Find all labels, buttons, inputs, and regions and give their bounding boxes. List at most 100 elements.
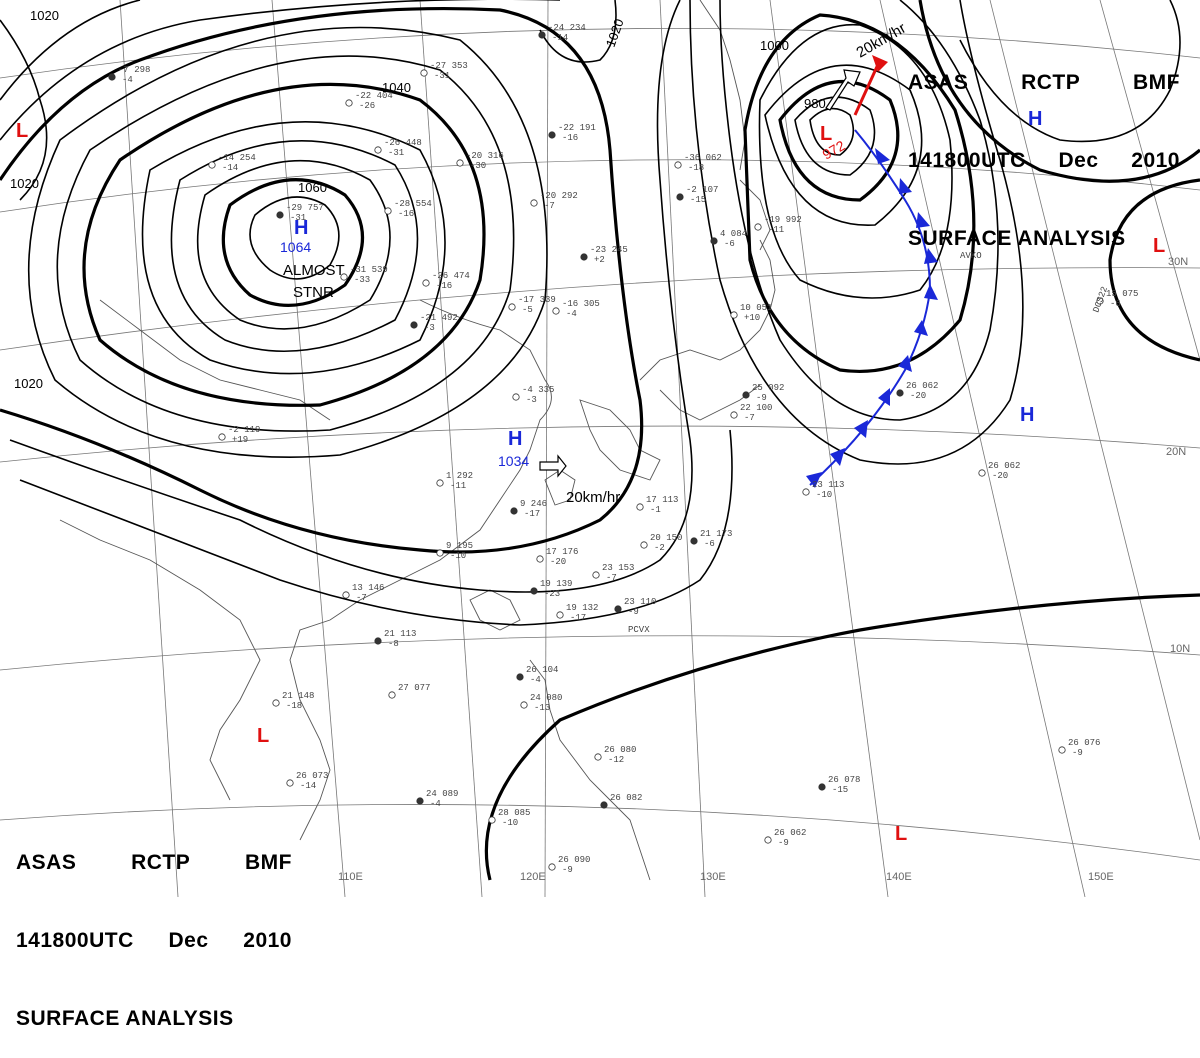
- station-marker: [374, 146, 382, 154]
- station-temp-pressure: -7 298: [118, 65, 150, 75]
- header-year: 2010: [1131, 149, 1180, 172]
- station-dewpoint: -9: [562, 865, 573, 875]
- station-temp-pressure: 24 080: [530, 693, 562, 703]
- station-temp-pressure: 26 062: [774, 828, 806, 838]
- station-plot: 10 051+10: [730, 303, 772, 323]
- station-marker: [436, 479, 444, 487]
- header-station: RCTP: [1021, 71, 1081, 94]
- station-marker: [548, 131, 556, 139]
- station-marker: [530, 199, 538, 207]
- station-dewpoint: -4: [430, 799, 441, 809]
- station-marker: [420, 69, 428, 77]
- station-temp-pressure: -27 353: [430, 61, 468, 71]
- station-plot: 22 100-7: [730, 403, 772, 423]
- station-marker: [818, 783, 826, 791]
- station-plot: 19 132-17: [556, 603, 598, 623]
- station-temp-pressure: 13 146: [352, 583, 384, 593]
- isobar-label: 1020: [10, 176, 39, 191]
- cold-front: [806, 129, 938, 488]
- header-year: 2010: [243, 929, 292, 952]
- station-temp-pressure: -16 305: [562, 299, 600, 309]
- station-marker: [600, 801, 608, 809]
- high-center-1064: H: [294, 217, 308, 239]
- station-dewpoint: -33: [354, 275, 370, 285]
- station-dewpoint: -4: [530, 675, 541, 685]
- station-dewpoint: -16: [398, 209, 414, 219]
- station-dewpoint: -17: [570, 613, 586, 623]
- station-marker: [674, 161, 682, 169]
- station-marker: [742, 391, 750, 399]
- station-dewpoint: -31: [290, 213, 306, 223]
- station-marker: [512, 393, 520, 401]
- station-dewpoint: -11: [450, 481, 466, 491]
- station-dewpoint: -26: [359, 101, 375, 111]
- station-marker: [580, 253, 588, 261]
- station-dewpoint: -8: [388, 639, 399, 649]
- station-dewpoint: -9: [778, 838, 789, 848]
- longitude-label: 130E: [700, 871, 726, 883]
- header-time: 141800UTC: [908, 149, 1026, 172]
- station-dewpoint: -31: [388, 148, 404, 158]
- station-marker: [345, 99, 353, 107]
- longitude-lines: [119, 0, 1200, 897]
- header-region: ASAS: [908, 71, 969, 94]
- station-temp-pressure: -26 448: [384, 138, 422, 148]
- station-dewpoint: +10: [744, 313, 760, 323]
- station-dewpoint: -20: [550, 557, 566, 567]
- station-plot: 21 148-18: [272, 691, 314, 711]
- station-dewpoint: -2: [654, 543, 665, 553]
- station-dewpoint: -18: [688, 163, 704, 173]
- header-center: BMF: [245, 851, 292, 874]
- station-marker: [410, 321, 418, 329]
- station-temp-pressure: 19 139: [540, 579, 572, 589]
- station-marker: [208, 161, 216, 169]
- station-temp-pressure: -2 107: [686, 185, 718, 195]
- latitude-label: 10N: [1170, 643, 1190, 655]
- station-temp-pressure: 28 085: [498, 808, 530, 818]
- station-dewpoint: -3: [424, 323, 435, 333]
- station-marker: [548, 863, 556, 871]
- station-dewpoint: -14: [552, 33, 568, 43]
- station-dewpoint: -14: [300, 781, 316, 791]
- station-dewpoint: -17: [524, 509, 540, 519]
- station-temp-pressure: -20 292: [540, 191, 578, 201]
- station-marker: [640, 541, 648, 549]
- station-temp-pressure: 21 148: [282, 691, 314, 701]
- station-marker: [1058, 746, 1066, 754]
- high-value-1064: 1064: [280, 239, 311, 255]
- station-marker: [1096, 297, 1104, 305]
- station-temp-pressure: -29 757: [286, 203, 324, 213]
- station-plot: -20 292-7: [530, 191, 578, 211]
- high-center-1034: H: [508, 428, 522, 450]
- motion-speed-china: 20km/hr: [566, 489, 620, 506]
- station-dewpoint: -1: [650, 505, 661, 515]
- station-marker: [978, 469, 986, 477]
- station-temp-pressure: 20 150: [650, 533, 682, 543]
- station-dewpoint: -4: [566, 309, 577, 319]
- station-plot: 4 084-6: [710, 229, 747, 249]
- station-temp-pressure: 24 089: [426, 789, 458, 799]
- station-marker: [508, 303, 516, 311]
- station-dewpoint: -12: [608, 755, 624, 765]
- station-marker: [676, 193, 684, 201]
- longitude-label: 140E: [886, 871, 912, 883]
- station-plot: 26 076-9: [1058, 738, 1100, 758]
- station-temp-pressure: 26 062: [988, 461, 1020, 471]
- station-temp-pressure: -24 234: [548, 23, 586, 33]
- station-plot: -14 254-14: [208, 153, 256, 173]
- station-plot: -24 234-14: [538, 23, 586, 43]
- station-marker: [614, 605, 622, 613]
- station-dewpoint: -23: [544, 589, 560, 599]
- latitude-label: 20N: [1166, 446, 1186, 458]
- low-center-indochina: L: [257, 725, 269, 747]
- station-dewpoint: -9: [1072, 748, 1083, 758]
- station-plot: 24 080-13: [520, 693, 562, 713]
- station-dewpoint: -5: [522, 305, 533, 315]
- station-temp-pressure: 21 113: [384, 629, 416, 639]
- station-plot: 9 246-17: [510, 499, 547, 519]
- isobar-label: 1060: [298, 180, 327, 195]
- header-top-right: ASAS RCTP BMF 141800UTC Dec 2010 SURFACE ANA…: [908, 18, 1180, 278]
- station-marker: [388, 691, 396, 699]
- station-plot: 26 090-9: [548, 855, 590, 875]
- station-marker: [536, 555, 544, 563]
